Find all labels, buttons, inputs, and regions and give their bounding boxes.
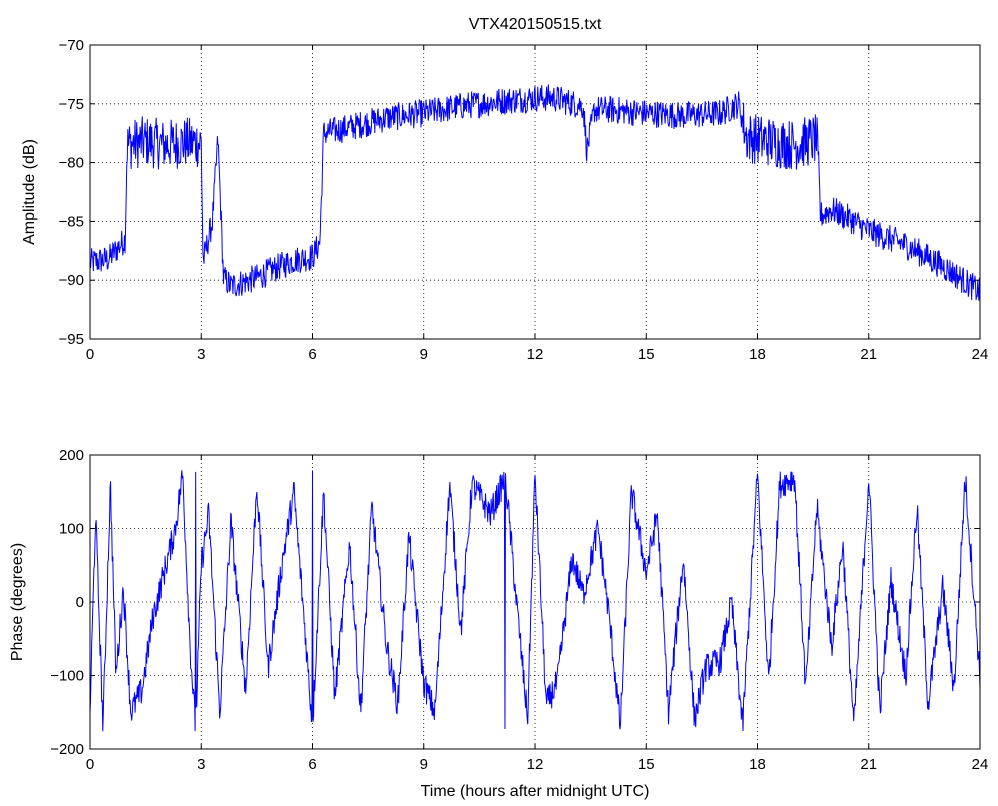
x-tick-label: 24 (972, 346, 989, 363)
y-tick-label: 100 (59, 521, 84, 538)
x-tick-label: 12 (527, 756, 544, 773)
x-tick-label: 3 (197, 346, 205, 363)
x-tick-label: 24 (972, 756, 989, 773)
phase-panel: 0 3 6 9 12 15 18 21 24 200 100 0 −100 −200 Time (hour… (9, 447, 988, 800)
x-tick-label: 0 (86, 346, 94, 363)
amplitude-ticks: 0 3 6 9 12 15 18 21 24 −70 −75 −80 −85 −90 −95 (59, 37, 989, 363)
phase-x-axis-label: Time (hours after midnight UTC) (421, 783, 650, 800)
x-tick-label: 3 (197, 756, 205, 773)
y-tick-label: −100 (50, 668, 84, 685)
x-tick-label: 18 (749, 756, 766, 773)
y-tick-label: 200 (59, 447, 84, 464)
x-tick-label: 12 (527, 346, 544, 363)
y-tick-label: −200 (50, 741, 84, 758)
y-tick-label: −75 (59, 96, 84, 113)
phase-y-axis-label: Phase (degrees) (9, 543, 26, 661)
amplitude-y-axis-label: Amplitude (dB) (21, 139, 38, 245)
y-tick-label: 0 (76, 594, 84, 611)
amplitude-trace-group (89, 84, 981, 301)
y-tick-label: −70 (59, 37, 84, 54)
chart-title: VTX420150515.txt (469, 16, 602, 33)
x-tick-label: 18 (749, 346, 766, 363)
x-tick-label: 6 (308, 756, 316, 773)
x-tick-label: 15 (638, 756, 655, 773)
y-tick-label: −95 (59, 331, 84, 348)
phase-trace-group (89, 470, 981, 732)
x-tick-label: 9 (420, 756, 428, 773)
x-tick-label: 6 (308, 346, 316, 363)
y-tick-label: −85 (59, 213, 84, 230)
x-tick-label: 21 (860, 346, 877, 363)
y-tick-label: −80 (59, 155, 84, 172)
amplitude-series-line (89, 84, 981, 301)
x-tick-label: 21 (860, 756, 877, 773)
phase-grid (90, 455, 980, 749)
phase-series-line (89, 470, 981, 732)
x-tick-label: 9 (420, 346, 428, 363)
amplitude-panel: 0 3 6 9 12 15 18 21 24 −70 −75 −80 −85 −90 −95 VTX4201… (21, 16, 988, 363)
y-tick-label: −90 (59, 272, 84, 289)
phase-ticks: 0 3 6 9 12 15 18 21 24 200 100 0 −100 −200 (50, 447, 988, 773)
x-tick-label: 0 (86, 756, 94, 773)
x-tick-label: 15 (638, 346, 655, 363)
